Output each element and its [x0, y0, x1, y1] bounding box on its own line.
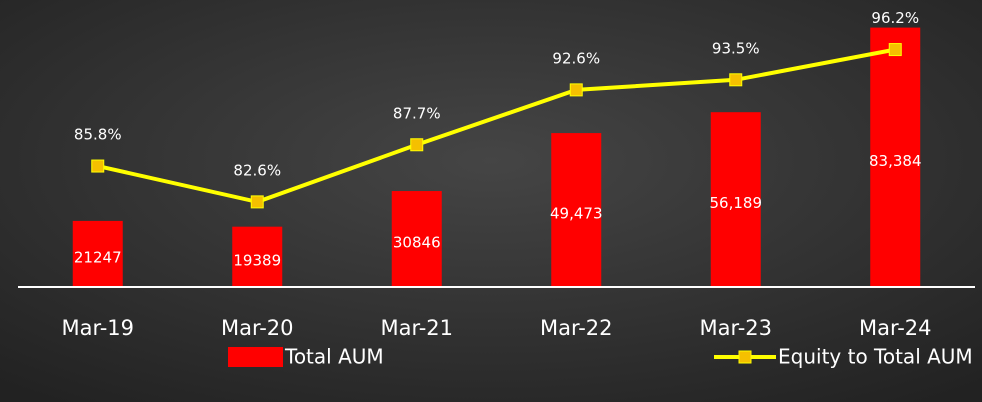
bar — [232, 226, 283, 287]
bar-value-label: 49,473 — [550, 205, 603, 223]
bar — [710, 112, 761, 287]
line-value-label: 96.2% — [871, 9, 919, 27]
line-value-label: 92.6% — [552, 49, 600, 67]
x-tick-label: Mar-20 — [221, 316, 294, 340]
legend-swatch — [228, 347, 283, 367]
line-value-label: 93.5% — [712, 39, 760, 57]
line-value-label: 85.8% — [74, 126, 122, 144]
legend-label: Total AUM — [284, 345, 384, 369]
line-value-label: 87.7% — [393, 104, 441, 122]
x-tick-label: Mar-24 — [859, 316, 932, 340]
x-tick-label: Mar-23 — [699, 316, 772, 340]
line-marker — [410, 138, 424, 152]
line-marker — [569, 83, 583, 97]
line-marker — [729, 73, 743, 87]
legend-swatch-marker — [738, 350, 752, 364]
line-marker — [888, 43, 902, 57]
x-tick-label: Mar-22 — [540, 316, 613, 340]
bar-value-label: 30846 — [393, 234, 441, 252]
bar-value-label: 19389 — [233, 251, 281, 269]
line — [97, 47, 896, 204]
bar — [72, 220, 123, 287]
bar-value-label: 21247 — [74, 248, 122, 266]
bar — [391, 191, 442, 287]
bar — [551, 133, 602, 287]
legend-label: Equity to Total AUM — [778, 345, 973, 369]
x-tick-label: Mar-21 — [380, 316, 453, 340]
line-marker — [250, 195, 264, 209]
x-tick-label: Mar-19 — [61, 316, 134, 340]
line-marker — [91, 159, 105, 173]
bar — [870, 27, 921, 288]
bar-value-label: 83,384 — [869, 152, 922, 170]
bar-value-label: 56,189 — [710, 194, 763, 212]
line-value-label: 82.6% — [233, 161, 281, 179]
